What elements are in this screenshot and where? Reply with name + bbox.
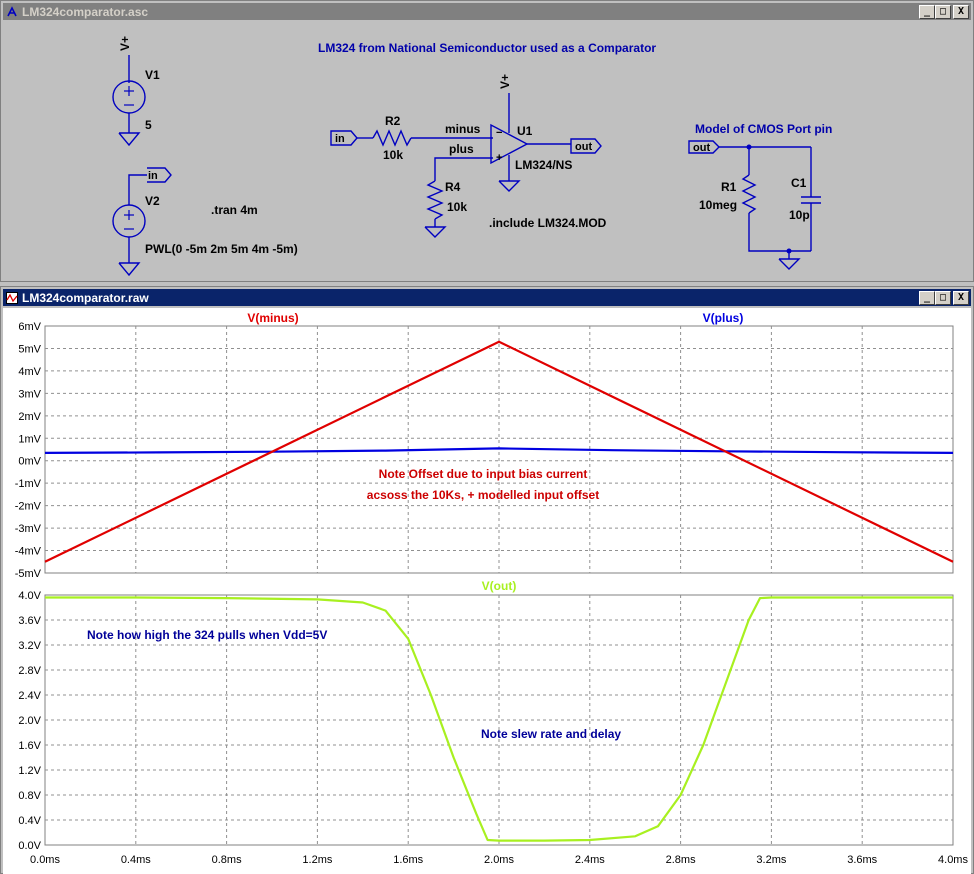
x-tick-label: 0.0ms [30, 854, 60, 866]
c1-name: C1 [791, 176, 807, 190]
x-tick-label: 0.8ms [212, 854, 242, 866]
schematic-maximize-button[interactable]: □ [935, 4, 951, 19]
bottom-pane-y-tick-label: 4.0V [18, 590, 41, 602]
top-pane-y-tick-label: 2mV [18, 411, 41, 423]
trace-v-out[interactable] [45, 596, 953, 842]
pull-high-note[interactable]: Note how high the 324 pulls when Vdd=5V [87, 628, 327, 642]
u1-supply-label: V+ [498, 74, 512, 89]
top-pane-y-tick-label: -2mV [15, 501, 42, 513]
r2-name: R2 [385, 114, 401, 128]
v2-source-symbol[interactable] [112, 204, 146, 238]
trace-label-out[interactable]: V(out) [482, 579, 517, 593]
top-pane-y-tick-label: 4mV [18, 366, 41, 378]
schematic-canvas[interactable]: V+ V1 5 V2 PWL(0 -5m 2m 5m 4m -5m) .tran… [5, 23, 971, 279]
top-pane-y-tick-label: -5mV [15, 568, 42, 580]
waveform-title: LM324comparator.raw [22, 290, 149, 305]
bottom-pane-y-tick-label: 0.8V [18, 790, 41, 802]
waveform-close-button[interactable]: X [953, 290, 969, 305]
waveform-maximize-button[interactable]: □ [935, 290, 951, 305]
x-tick-label: 3.2ms [756, 854, 786, 866]
in-flag-label: in [335, 133, 345, 145]
cmos-out-flag-label: out [693, 142, 710, 154]
v2-name: V2 [145, 194, 160, 208]
top-pane-y-tick-label: 0mV [18, 456, 41, 468]
v1-value: 5 [145, 118, 152, 132]
bottom-pane-y-tick-label: 0.0V [18, 840, 41, 852]
bottom-pane-y-tick-label: 2.8V [18, 665, 41, 677]
bottom-pane-y-tick-label: 3.2V [18, 640, 41, 652]
v2-in-flag-label: in [148, 170, 158, 182]
v1-source-symbol[interactable] [112, 80, 146, 114]
top-pane-y-tick-label: 3mV [18, 388, 41, 400]
top-pane-y-tick-label: -4mV [15, 546, 42, 558]
waveform-window: LM324comparator.raw _ □ X 0.0ms 0.4ms 0.8m… [0, 286, 974, 874]
trace-label-minus[interactable]: V(minus) [247, 311, 298, 325]
top-pane-y-tick-label: 6mV [18, 321, 41, 333]
schematic-window: LM324comparator.asc _ □ X [0, 0, 974, 282]
c1-value: 10p [789, 208, 810, 222]
v1-name: V1 [145, 68, 160, 82]
r1-name: R1 [721, 180, 737, 194]
bottom-pane-y-tick-label: 1.2V [18, 765, 41, 777]
trace-label-plus[interactable]: V(plus) [703, 311, 744, 325]
top-pane-y-tick-label: -3mV [15, 523, 42, 535]
bottom-pane-y-tick-label: 2.4V [18, 690, 41, 702]
include-directive[interactable]: .include LM324.MOD [489, 216, 607, 230]
schematic-title: LM324comparator.asc [22, 4, 149, 19]
x-tick-label: 1.2ms [302, 854, 332, 866]
top-pane-y-tick-label: 1mV [18, 433, 41, 445]
bottom-pane-y-tick-label: 2.0V [18, 715, 41, 727]
x-tick-label: 3.6ms [847, 854, 877, 866]
trace-v-minus[interactable] [44, 340, 954, 563]
bottom-pane-y-tick-label: 3.6V [18, 615, 41, 627]
tran-directive[interactable]: .tran 4m [211, 203, 258, 217]
r2-value: 10k [383, 148, 403, 162]
x-tick-label: 2.0ms [484, 854, 514, 866]
svg-text:+: + [496, 152, 502, 164]
x-tick-label: 1.6ms [393, 854, 423, 866]
waveform-titlebar[interactable]: LM324comparator.raw _ □ X [3, 289, 971, 306]
net-minus-label: minus [445, 122, 481, 136]
trace-v-plus[interactable] [44, 447, 954, 454]
opamp-symbol[interactable] [490, 123, 529, 165]
offset-note-line2[interactable]: acsoss the 10Ks, + modelled input offset [367, 488, 599, 502]
slew-rate-note[interactable]: Note slew rate and delay [481, 727, 621, 741]
waveform-app-icon[interactable] [5, 291, 19, 305]
r4-value: 10k [447, 200, 467, 214]
u1-name: U1 [517, 124, 533, 138]
r1-value: 10meg [699, 198, 737, 212]
bottom-pane-y-tick-label: 1.6V [18, 740, 41, 752]
schematic-app-icon[interactable] [5, 5, 19, 19]
bottom-pane-y-tick-label: 0.4V [18, 815, 41, 827]
x-tick-label: 2.4ms [575, 854, 605, 866]
u1-model: LM324/NS [515, 158, 572, 172]
x-tick-label: 2.8ms [666, 854, 696, 866]
x-tick-label: 4.0ms [938, 854, 968, 866]
v2-value: PWL(0 -5m 2m 5m 4m -5m) [145, 242, 298, 256]
svg-text:−: − [496, 127, 502, 139]
top-pane-y-tick-label: -1mV [15, 478, 42, 490]
offset-note-line1[interactable]: Note Offset due to input bias current [379, 467, 588, 481]
out-flag-label: out [575, 141, 592, 153]
waveform-plot[interactable]: 0.0ms 0.4ms 0.8ms 1.2ms 1.6ms 2.0ms 2.4ms 2.8ms… [3, 308, 971, 874]
r4-name: R4 [445, 180, 461, 194]
schematic-titlebar[interactable]: LM324comparator.asc _ □ X [3, 3, 971, 20]
v1-supply-label: V+ [118, 36, 132, 51]
top-pane-y-tick-label: 5mV [18, 343, 41, 355]
x-tick-label: 0.4ms [121, 854, 151, 866]
schematic-minimize-button[interactable]: _ [919, 4, 935, 19]
schematic-title-note[interactable]: LM324 from National Semiconductor used a… [318, 41, 656, 55]
net-plus-label: plus [449, 142, 474, 156]
waveform-minimize-button[interactable]: _ [919, 290, 935, 305]
cmos-note[interactable]: Model of CMOS Port pin [695, 122, 832, 136]
schematic-close-button[interactable]: X [953, 4, 969, 19]
